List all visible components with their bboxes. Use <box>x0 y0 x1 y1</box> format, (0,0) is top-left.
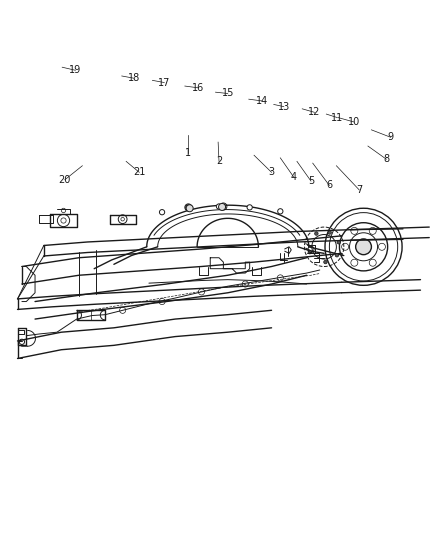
Text: 10: 10 <box>348 117 360 127</box>
Circle shape <box>159 209 165 215</box>
Text: 8: 8 <box>383 154 389 164</box>
Text: 20: 20 <box>59 175 71 185</box>
Circle shape <box>337 240 340 244</box>
Text: 14: 14 <box>256 96 268 106</box>
Text: 12: 12 <box>308 107 321 117</box>
Circle shape <box>278 209 283 214</box>
Text: 17: 17 <box>158 77 170 87</box>
Circle shape <box>216 204 222 209</box>
Text: 3: 3 <box>268 167 275 177</box>
Text: 19: 19 <box>69 65 81 75</box>
Text: 7: 7 <box>356 185 362 195</box>
Text: 4: 4 <box>290 172 297 182</box>
Text: 5: 5 <box>308 176 314 186</box>
Text: 2: 2 <box>216 156 222 166</box>
Circle shape <box>356 239 371 255</box>
Text: 9: 9 <box>388 132 394 142</box>
Circle shape <box>247 205 252 210</box>
Text: 11: 11 <box>331 112 343 123</box>
Circle shape <box>314 232 318 235</box>
Text: 16: 16 <box>192 83 204 93</box>
Circle shape <box>335 254 339 257</box>
Circle shape <box>328 231 332 235</box>
Text: 21: 21 <box>133 167 145 177</box>
Circle shape <box>186 205 191 210</box>
Text: 13: 13 <box>278 102 290 111</box>
Circle shape <box>308 251 311 254</box>
Text: 1: 1 <box>185 148 191 158</box>
Text: 6: 6 <box>326 181 332 190</box>
Circle shape <box>219 204 226 211</box>
Circle shape <box>324 260 327 264</box>
Text: 18: 18 <box>127 73 140 83</box>
Text: 15: 15 <box>222 88 234 99</box>
Circle shape <box>186 205 193 212</box>
